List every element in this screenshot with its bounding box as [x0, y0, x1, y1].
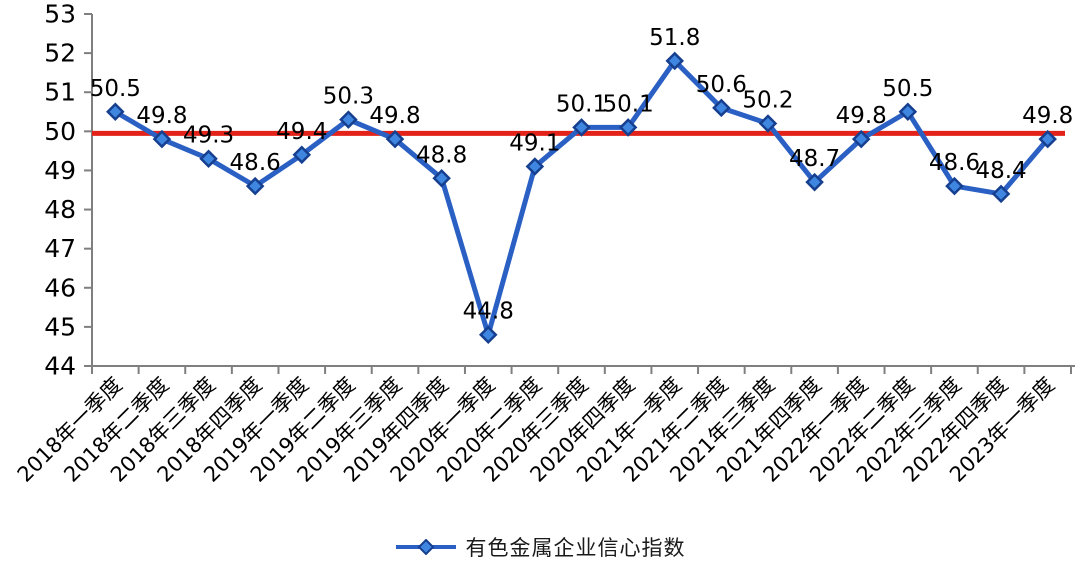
data-point-label: 49.1: [509, 131, 560, 157]
data-point-marker: [245, 176, 265, 196]
data-point-marker: [805, 172, 824, 192]
data-point-label: 50.6: [696, 72, 747, 98]
data-point-marker: [199, 149, 218, 168]
y-tick-label: 45: [44, 312, 76, 341]
data-point-marker: [1038, 129, 1057, 149]
data-point-label: 50.1: [556, 91, 607, 117]
data-point-label: 50.2: [742, 88, 793, 114]
data-point-label: 49.8: [369, 103, 420, 129]
data-point-marker: [292, 145, 312, 165]
data-point-label: 49.8: [836, 103, 887, 129]
data-point-marker: [339, 110, 358, 129]
data-point-marker: [106, 102, 125, 122]
data-point-label: 48.7: [789, 146, 840, 172]
data-point-marker: [152, 129, 172, 149]
data-point-label: 50.3: [323, 84, 374, 110]
data-point-marker: [572, 118, 591, 137]
data-point-label: 50.5: [90, 76, 141, 102]
y-tick-label: 46: [44, 273, 76, 302]
data-point-label: 50.1: [603, 91, 654, 117]
data-point-label: 48.8: [416, 142, 467, 168]
y-tick-label: 49: [44, 156, 76, 185]
data-point-label: 49.8: [136, 103, 187, 129]
data-point-marker: [618, 118, 638, 137]
legend: 有色金属企业信心指数: [0, 527, 1080, 567]
data-point-marker: [432, 168, 451, 188]
data-point-label: 48.6: [929, 150, 980, 176]
y-tick-label: 44: [44, 352, 76, 381]
data-point-marker: [945, 176, 964, 196]
legend-line-marker-icon: [395, 539, 456, 555]
data-point-label: 51.8: [649, 25, 700, 51]
y-tick-label: 52: [44, 39, 76, 68]
data-point-label: 50.5: [882, 76, 933, 102]
data-point-label: 48.6: [230, 150, 281, 176]
data-point-marker: [898, 102, 918, 122]
data-point-marker: [665, 51, 685, 71]
chart-plot-area: 444546474849505152532018年一季度2018年二季度2018…: [13, 0, 1075, 487]
data-point-label: 49.4: [276, 119, 327, 145]
data-point-marker: [991, 184, 1011, 204]
data-point-marker: [758, 114, 778, 133]
data-point-label: 49.8: [1022, 103, 1073, 129]
data-point-label: 49.3: [183, 123, 234, 149]
y-tick-label: 48: [44, 195, 76, 224]
y-tick-label: 51: [44, 78, 76, 107]
legend-label: 有色金属企业信心指数: [465, 536, 686, 560]
y-tick-label: 50: [44, 117, 76, 146]
data-point-marker: [478, 325, 498, 344]
data-point-marker: [525, 157, 545, 176]
data-point-marker: [385, 129, 405, 149]
y-tick-label: 53: [44, 0, 76, 29]
data-point-label: 48.4: [975, 158, 1026, 184]
data-point-marker: [712, 98, 731, 118]
y-tick-label: 47: [44, 234, 76, 263]
data-point-label: 44.8: [463, 299, 514, 325]
data-point-marker: [851, 129, 871, 149]
